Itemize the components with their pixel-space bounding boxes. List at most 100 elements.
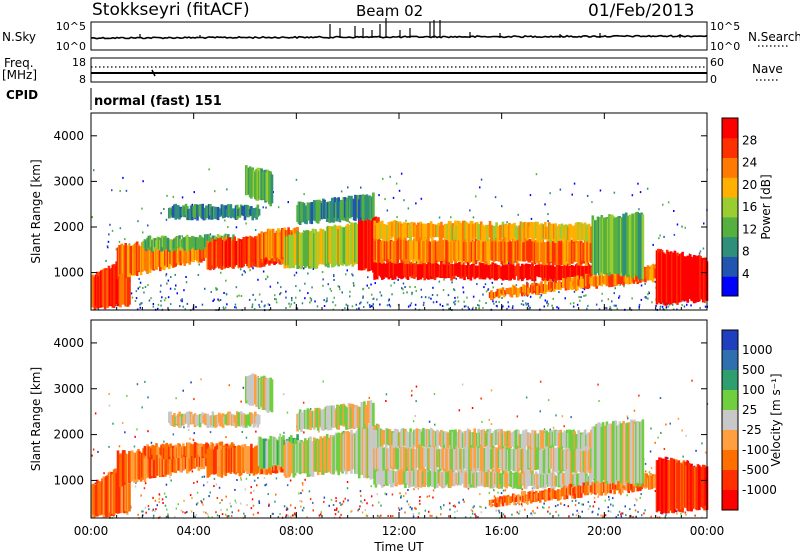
power-speckle [323, 305, 326, 307]
power-speckle [347, 186, 349, 189]
velocity-speckle [502, 489, 505, 492]
power-speckle [609, 307, 612, 310]
velocity-speckle [563, 425, 565, 428]
power-speckle [492, 286, 494, 289]
power-band-strip [468, 223, 471, 242]
velocity-speckle [283, 431, 285, 434]
power-speckle [454, 296, 456, 299]
power-speckle [583, 288, 586, 291]
velocity-speckle [328, 504, 330, 507]
axes: 00:00 04:00 08:00 12:00 16:00 20:00 00:00 Time … [74, 524, 725, 554]
power-speckle [235, 226, 238, 229]
power-band-strip [332, 228, 335, 267]
velocity-speckle [342, 500, 345, 503]
velocity-speckle [612, 497, 614, 500]
power-colorbar-segment [722, 177, 738, 198]
velocity-speckle [200, 500, 202, 503]
power-speckle [269, 285, 272, 288]
power-speckle [142, 287, 144, 289]
power-band-strip [411, 223, 415, 237]
power-band-strip [546, 226, 550, 242]
velocity-speckle [694, 514, 696, 517]
power-speckle [222, 306, 225, 309]
power-speckle [167, 296, 170, 299]
power-speckle [362, 297, 364, 299]
velocity-band-strip [450, 470, 453, 486]
power-speckle [243, 270, 245, 272]
velocity-speckle [531, 513, 533, 516]
velocity-speckle [440, 513, 442, 516]
power-band-strip [128, 256, 131, 305]
velocity-speckle [601, 514, 604, 517]
power-speckle [478, 304, 480, 307]
power-speckle [411, 291, 413, 294]
velocity-speckle [464, 516, 467, 519]
velocity-speckle [575, 499, 577, 502]
velocity-band-strip [370, 425, 374, 479]
power-band-strip [537, 226, 541, 239]
power-band-strip [497, 238, 501, 262]
velocity-speckle [467, 487, 470, 490]
velocity-speckle [453, 504, 456, 507]
power-speckle [398, 189, 401, 192]
velocity-speckle [118, 445, 121, 448]
power-speckle [415, 202, 417, 205]
power-speckle [161, 296, 163, 299]
velocity-speckle [359, 490, 362, 493]
velocity-speckle [638, 394, 640, 397]
velocity-band-strip [596, 423, 600, 481]
velocity-speckle [145, 511, 147, 514]
power-band-strip [497, 265, 501, 278]
power-speckle [462, 286, 464, 289]
power-speckle [142, 231, 144, 234]
power-speckle [352, 274, 354, 277]
power-band-strip [323, 230, 326, 265]
power-speckle [647, 293, 649, 296]
power-speckle [137, 220, 139, 223]
power-speckle [122, 176, 124, 179]
power-band-strip [409, 236, 412, 261]
power-speckle [374, 282, 376, 285]
velocity-speckle [231, 511, 233, 514]
velocity-speckle [144, 380, 146, 383]
velocity-band-strip [555, 430, 559, 447]
velocity-band-strip [497, 432, 501, 450]
velocity-speckle [419, 496, 421, 498]
power-band-strip [546, 265, 550, 281]
power-band-strip [585, 238, 588, 266]
power-band-strip [400, 223, 403, 240]
power-band-strip [468, 238, 471, 263]
velocity-band-strip [128, 461, 131, 512]
velocity-speckle [189, 494, 192, 497]
power-speckle [411, 293, 413, 296]
power-speckle [258, 303, 260, 306]
power-colorbar-frame [721, 117, 739, 297]
power-speckle [472, 306, 474, 309]
velocity-speckle [226, 515, 229, 518]
power-speckle [402, 282, 405, 285]
velocity-speckle [177, 503, 179, 506]
velocity-band-strip [447, 432, 451, 446]
power-speckle [609, 308, 611, 311]
power-band-strip [391, 222, 394, 237]
velocity-speckle [246, 504, 248, 507]
power-speckle [333, 274, 335, 277]
power-speckle [557, 307, 560, 310]
power-speckle [522, 300, 524, 302]
velocity-speckle [158, 497, 160, 500]
velocity-speckle [175, 397, 177, 400]
velocity-speckle [133, 445, 136, 448]
velocity-band-strip [429, 445, 433, 470]
power-speckle [185, 276, 187, 278]
power-band-strip [682, 256, 686, 300]
velocity-speckle [286, 508, 289, 511]
power-speckle [420, 288, 422, 291]
velocity-band-strip [400, 444, 403, 472]
power-panel: 1000 2000 3000 4000 Slant Range [km] [29, 112, 709, 312]
power-speckle [351, 305, 354, 308]
velocity-speckle [275, 477, 278, 480]
velocity-speckle [301, 482, 304, 485]
velocity-speckle [170, 479, 172, 482]
velocity-band-strip [373, 430, 376, 449]
power-colorbar-label: Power [dB] [759, 174, 773, 239]
